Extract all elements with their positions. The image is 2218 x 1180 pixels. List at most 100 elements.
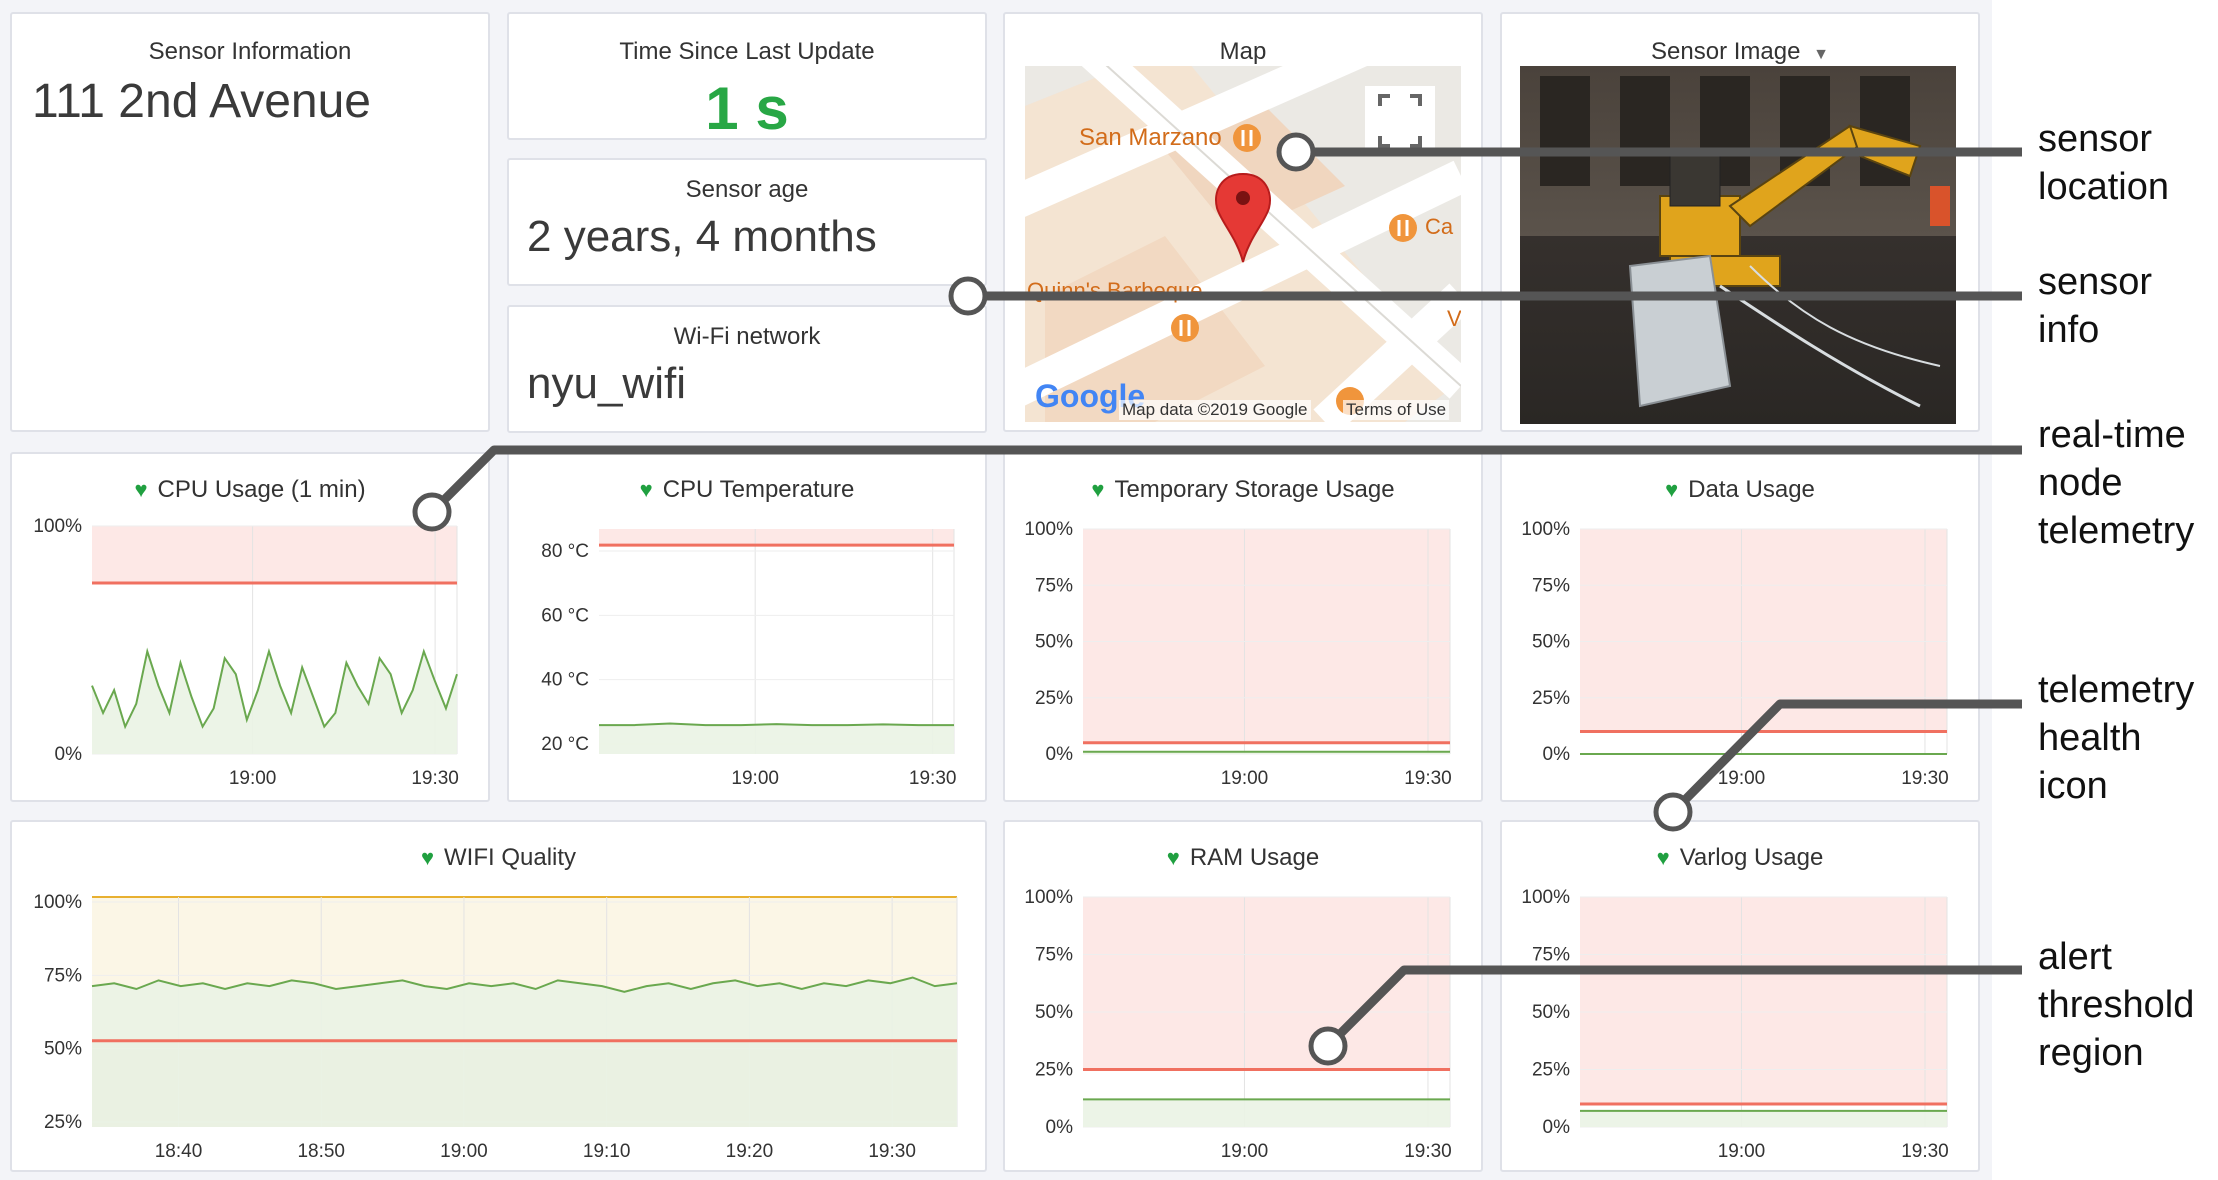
y-tick-label: 25% (1532, 1060, 1570, 1081)
map-label-place2: Quinn's Barbeque (1027, 278, 1203, 303)
panel-title: Sensor Information (148, 38, 352, 65)
varlog-usage-panel: ♥ Varlog Usage 100% 75% 50% 25% 0% 19:00 19:30 (1500, 820, 1980, 1172)
y-tick-label: 0% (1543, 744, 1571, 765)
x-tick-label: 18:50 (297, 1141, 345, 1162)
sensor-age-value: 2 years, 4 months (527, 212, 877, 261)
y-tick-label: 75% (44, 965, 82, 986)
heart-icon: ♥ (1166, 845, 1180, 870)
annotation-sensor-info: sensor info (2038, 258, 2152, 354)
x-tick-label: 19:30 (411, 768, 459, 789)
y-tick-label: 50% (1532, 1002, 1570, 1023)
heart-icon: ♥ (1656, 845, 1670, 870)
y-tick-label: 80 °C (541, 541, 589, 562)
series-area (1580, 1110, 1947, 1127)
time-since-update-panel: Time Since Last Update 1 s (507, 12, 987, 142)
annotation-line: node (2038, 462, 2123, 504)
wifi-network-panel: Wi-Fi network nyu_wifi (507, 305, 987, 433)
alert-threshold-region (1580, 529, 1947, 732)
annotation-line: info (2038, 309, 2100, 351)
map-label-place3: Ca (1425, 214, 1454, 239)
y-tick-label: 0% (1046, 744, 1074, 765)
series-area (1083, 1099, 1450, 1127)
annotation-sensor-location: sensor location (2038, 115, 2169, 211)
ram-usage-panel: ♥ RAM Usage 100% 75% 50% 25% 0% 19:00 19:30 (1003, 820, 1483, 1172)
y-tick-label: 0% (1543, 1117, 1571, 1138)
panel-title: RAM Usage (1189, 844, 1320, 871)
panel-title-row: ♥ WIFI Quality (12, 844, 985, 872)
y-tick-label: 25% (1532, 688, 1570, 709)
x-tick-label: 19:00 (1718, 1141, 1766, 1162)
x-tick-label: 19:30 (1901, 1141, 1949, 1162)
cpu-temperature-panel: ♥ CPU Temperature 80 °C 60 °C 40 °C 20 °C 19:… (507, 452, 987, 802)
x-tick-label: 19:10 (583, 1141, 631, 1162)
cpu-temperature-chart: 80 °C 60 °C 40 °C 20 °C 19:00 19:30 (541, 529, 957, 789)
map-label-place1: San Marzano (1079, 124, 1222, 151)
y-tick-label: 100% (33, 892, 82, 913)
annotation-line: location (2038, 166, 2169, 208)
y-tick-label: 50% (1532, 632, 1570, 653)
sensor-image-panel: Sensor Image ▼ (1500, 12, 1980, 432)
map-panel: Map (1003, 12, 1483, 432)
sensor-age-panel: Sensor age 2 years, 4 months (507, 158, 987, 286)
y-tick-label: 100% (1521, 887, 1570, 908)
panel-title: Sensor age (685, 176, 809, 203)
annotation-line: threshold (2038, 984, 2195, 1026)
series-line (599, 722, 954, 727)
map-terms-link[interactable]: Terms of Use (1343, 400, 1450, 420)
x-tick-label: 19:00 (1718, 768, 1766, 789)
annotation-line: health (2038, 717, 2142, 759)
panel-title: CPU Usage (1 min) (157, 476, 366, 503)
y-tick-label: 25% (44, 1112, 82, 1133)
y-tick-label: 25% (1035, 688, 1073, 709)
map-attribution: Map data ©2019 Google (1119, 400, 1311, 420)
heart-icon: ♥ (134, 477, 148, 502)
y-tick-label: 75% (1035, 945, 1073, 966)
annotation-line: telemetry (2038, 510, 2195, 552)
wifi-quality-chart: 100% 75% 50% 25% 18:40 18:50 19:00 19:10 19:20 19… (33, 892, 958, 1162)
annotation-alert-region: alert threshold region (2038, 933, 2194, 1077)
y-tick-label: 50% (44, 1039, 82, 1060)
annotation-telemetry: real-time node telemetry (2038, 411, 2194, 555)
panel-title: Wi-Fi network (673, 323, 821, 350)
wifi-quality-panel: ♥ WIFI Quality 100% 75% 50% 25% 18:40 18:50 19:… (10, 820, 987, 1172)
x-tick-label: 19:00 (731, 768, 779, 789)
annotation-line: region (2038, 1032, 2144, 1074)
annotation-line: real-time (2038, 414, 2186, 456)
annotation-line: alert (2038, 936, 2112, 978)
wifi-network-value: nyu_wifi (527, 359, 686, 408)
x-tick-label: 19:00 (440, 1141, 488, 1162)
panel-title-row: ♥ Varlog Usage (1502, 844, 1978, 872)
series-area (599, 723, 954, 754)
sensor-image-title-menu[interactable]: Sensor Image ▼ (1502, 38, 1978, 66)
annotation-line: sensor (2038, 261, 2153, 303)
panel-title: Sensor Image (1651, 38, 1801, 65)
y-tick-label: 100% (33, 516, 82, 537)
varlog-usage-chart: 100% 75% 50% 25% 0% 19:00 19:30 (1521, 887, 1949, 1162)
series-line (91, 647, 458, 730)
y-tick-label: 75% (1532, 575, 1570, 596)
x-tick-label: 19:30 (1404, 768, 1452, 789)
temporary-storage-chart: 100% 75% 50% 25% 0% 19:00 19:30 (1024, 519, 1452, 789)
alert-threshold-region (92, 526, 457, 583)
panel-title-row: ♥ CPU Usage (1 min) (12, 476, 488, 504)
x-tick-label: 19:30 (868, 1141, 916, 1162)
y-tick-label: 20 °C (541, 734, 589, 755)
x-tick-label: 19:30 (1404, 1141, 1452, 1162)
x-tick-label: 19:00 (229, 768, 277, 789)
x-tick-label: 19:30 (909, 768, 957, 789)
map-view[interactable]: San Marzano Quinn's Barbeque Ca V Google… (1025, 66, 1461, 422)
annotation-line: telemetry (2038, 669, 2195, 711)
heart-icon: ♥ (420, 845, 435, 870)
ram-usage-chart: 100% 75% 50% 25% 0% 19:00 19:30 (1024, 887, 1452, 1162)
sensor-photo (1520, 66, 1956, 424)
panel-title: Map (1219, 38, 1267, 65)
x-tick-label: 19:00 (1221, 768, 1269, 789)
series-area (92, 651, 457, 754)
y-tick-label: 100% (1521, 519, 1570, 540)
y-tick-label: 50% (1035, 1002, 1073, 1023)
cpu-usage-panel: ♥ CPU Usage (1 min) 100% 0% 19:00 19:30 (10, 452, 490, 802)
y-tick-label: 100% (1024, 887, 1073, 908)
alert-threshold-region (1083, 529, 1450, 743)
x-tick-label: 18:40 (155, 1141, 203, 1162)
data-usage-chart: 100% 75% 50% 25% 0% 19:00 19:30 (1521, 519, 1948, 789)
